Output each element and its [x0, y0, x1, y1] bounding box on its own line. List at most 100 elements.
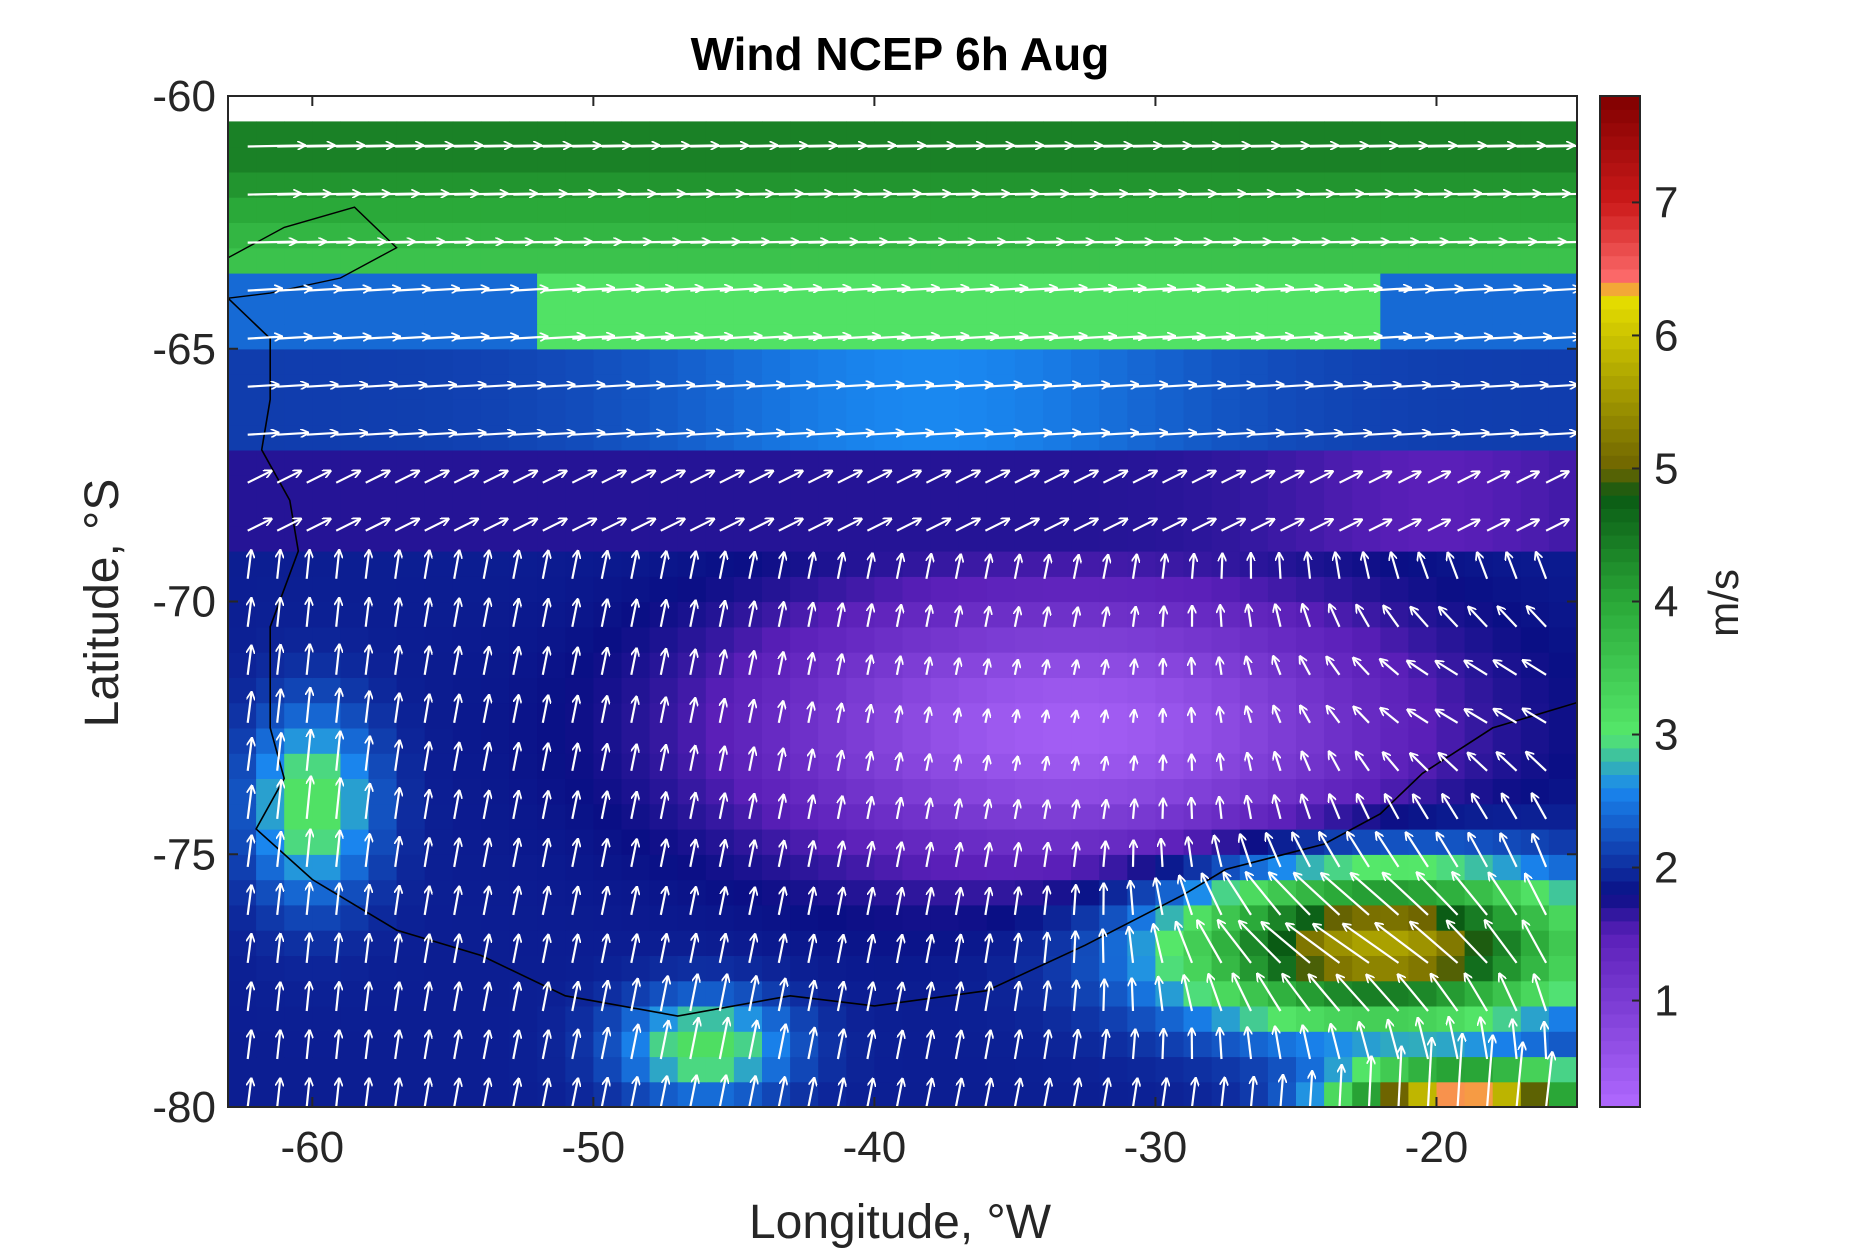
heatmap-cell [734, 222, 763, 248]
heatmap-cell [1127, 677, 1156, 703]
heatmap-cell [1155, 450, 1184, 476]
heatmap-cell [1521, 627, 1550, 653]
heatmap-cell [1155, 905, 1184, 931]
heatmap-cell [1212, 703, 1241, 729]
heatmap-cell [369, 399, 398, 425]
heatmap-cell [762, 147, 791, 173]
heatmap-cell [565, 677, 594, 703]
heatmap-cell [678, 829, 707, 855]
heatmap-cell [1127, 526, 1156, 552]
heatmap-cell [1296, 147, 1325, 173]
heatmap-cell [706, 425, 735, 451]
heatmap-cell [650, 854, 679, 880]
heatmap-cell [228, 627, 257, 653]
heatmap-cell [565, 703, 594, 729]
heatmap-cell [1465, 349, 1494, 375]
heatmap-cell [1240, 475, 1269, 501]
heatmap-cell [790, 147, 819, 173]
heatmap-cell [425, 1006, 454, 1032]
heatmap-cell [509, 880, 538, 906]
heatmap-cell [537, 677, 566, 703]
heatmap-cell [1408, 677, 1437, 703]
heatmap-cell [228, 147, 257, 173]
heatmap-cell [256, 905, 285, 931]
heatmap-cell [369, 854, 398, 880]
heatmap-cell [762, 753, 791, 779]
heatmap-cell [1127, 1082, 1156, 1108]
heatmap-cell [397, 854, 426, 880]
heatmap-cell [1127, 728, 1156, 754]
colorbar-tick-label: 1 [1654, 977, 1678, 1026]
heatmap-cell [1015, 576, 1044, 602]
heatmap-cell [678, 197, 707, 223]
heatmap-cell [1043, 475, 1072, 501]
heatmap-cell [1127, 248, 1156, 274]
heatmap-cell [1155, 728, 1184, 754]
heatmap-cell [622, 399, 651, 425]
heatmap-cell [593, 703, 622, 729]
heatmap-cell [1408, 349, 1437, 375]
heatmap-cell [340, 121, 369, 147]
heatmap-cell [931, 703, 960, 729]
heatmap-cell [565, 778, 594, 804]
heatmap-cell [1493, 222, 1522, 248]
colorbar-segment [1600, 96, 1640, 110]
heatmap-cell [678, 677, 707, 703]
heatmap-cell [1212, 248, 1241, 274]
heatmap-cell [228, 930, 257, 956]
heatmap-cell [818, 425, 847, 451]
heatmap-cell [1184, 652, 1213, 678]
heatmap-cell [987, 880, 1016, 906]
heatmap-cell [1380, 576, 1409, 602]
heatmap-cell [397, 197, 426, 223]
heatmap-cell [622, 349, 651, 375]
heatmap-cell [565, 147, 594, 173]
heatmap-cell [1380, 602, 1409, 628]
heatmap-cell [369, 703, 398, 729]
heatmap-cell [1015, 880, 1044, 906]
heatmap-cell [509, 576, 538, 602]
heatmap-cell [228, 955, 257, 981]
heatmap-cell [481, 627, 510, 653]
heatmap-cell [312, 298, 341, 324]
heatmap-cell [1408, 1006, 1437, 1032]
heatmap-cell [1015, 753, 1044, 779]
heatmap-cell [622, 197, 651, 223]
heatmap-cell [565, 981, 594, 1007]
heatmap-cell [509, 829, 538, 855]
colorbar-segment [1600, 562, 1640, 576]
heatmap-cell [1465, 753, 1494, 779]
heatmap-cell [650, 349, 679, 375]
colorbar-segment [1600, 1014, 1640, 1028]
heatmap-cell [959, 551, 988, 577]
heatmap-cell [1099, 829, 1128, 855]
heatmap-cell [1155, 197, 1184, 223]
heatmap-cell [931, 526, 960, 552]
heatmap-cell [509, 778, 538, 804]
heatmap-cell [706, 298, 735, 324]
colorbar-segment [1600, 894, 1640, 908]
heatmap-cell [931, 728, 960, 754]
heatmap-cell [1296, 602, 1325, 628]
heatmap-cell [509, 905, 538, 931]
heatmap-cell [481, 728, 510, 754]
heatmap-cell [397, 753, 426, 779]
colorbar-tick-label: 7 [1654, 178, 1678, 227]
heatmap-cell [959, 298, 988, 324]
heatmap-cell [537, 425, 566, 451]
heatmap-cell [509, 500, 538, 526]
heatmap-cell [903, 728, 932, 754]
heatmap-cell [762, 425, 791, 451]
heatmap-cell [284, 955, 313, 981]
heatmap-cell [1127, 298, 1156, 324]
heatmap-cell [1099, 298, 1128, 324]
heatmap-cell [1071, 147, 1100, 173]
heatmap-cell [453, 905, 482, 931]
heatmap-cell [1268, 551, 1297, 577]
heatmap-cell [481, 1056, 510, 1082]
heatmap-cell [425, 222, 454, 248]
heatmap-cell [1465, 121, 1494, 147]
heatmap-cell [1212, 551, 1241, 577]
heatmap-cell [650, 273, 679, 299]
